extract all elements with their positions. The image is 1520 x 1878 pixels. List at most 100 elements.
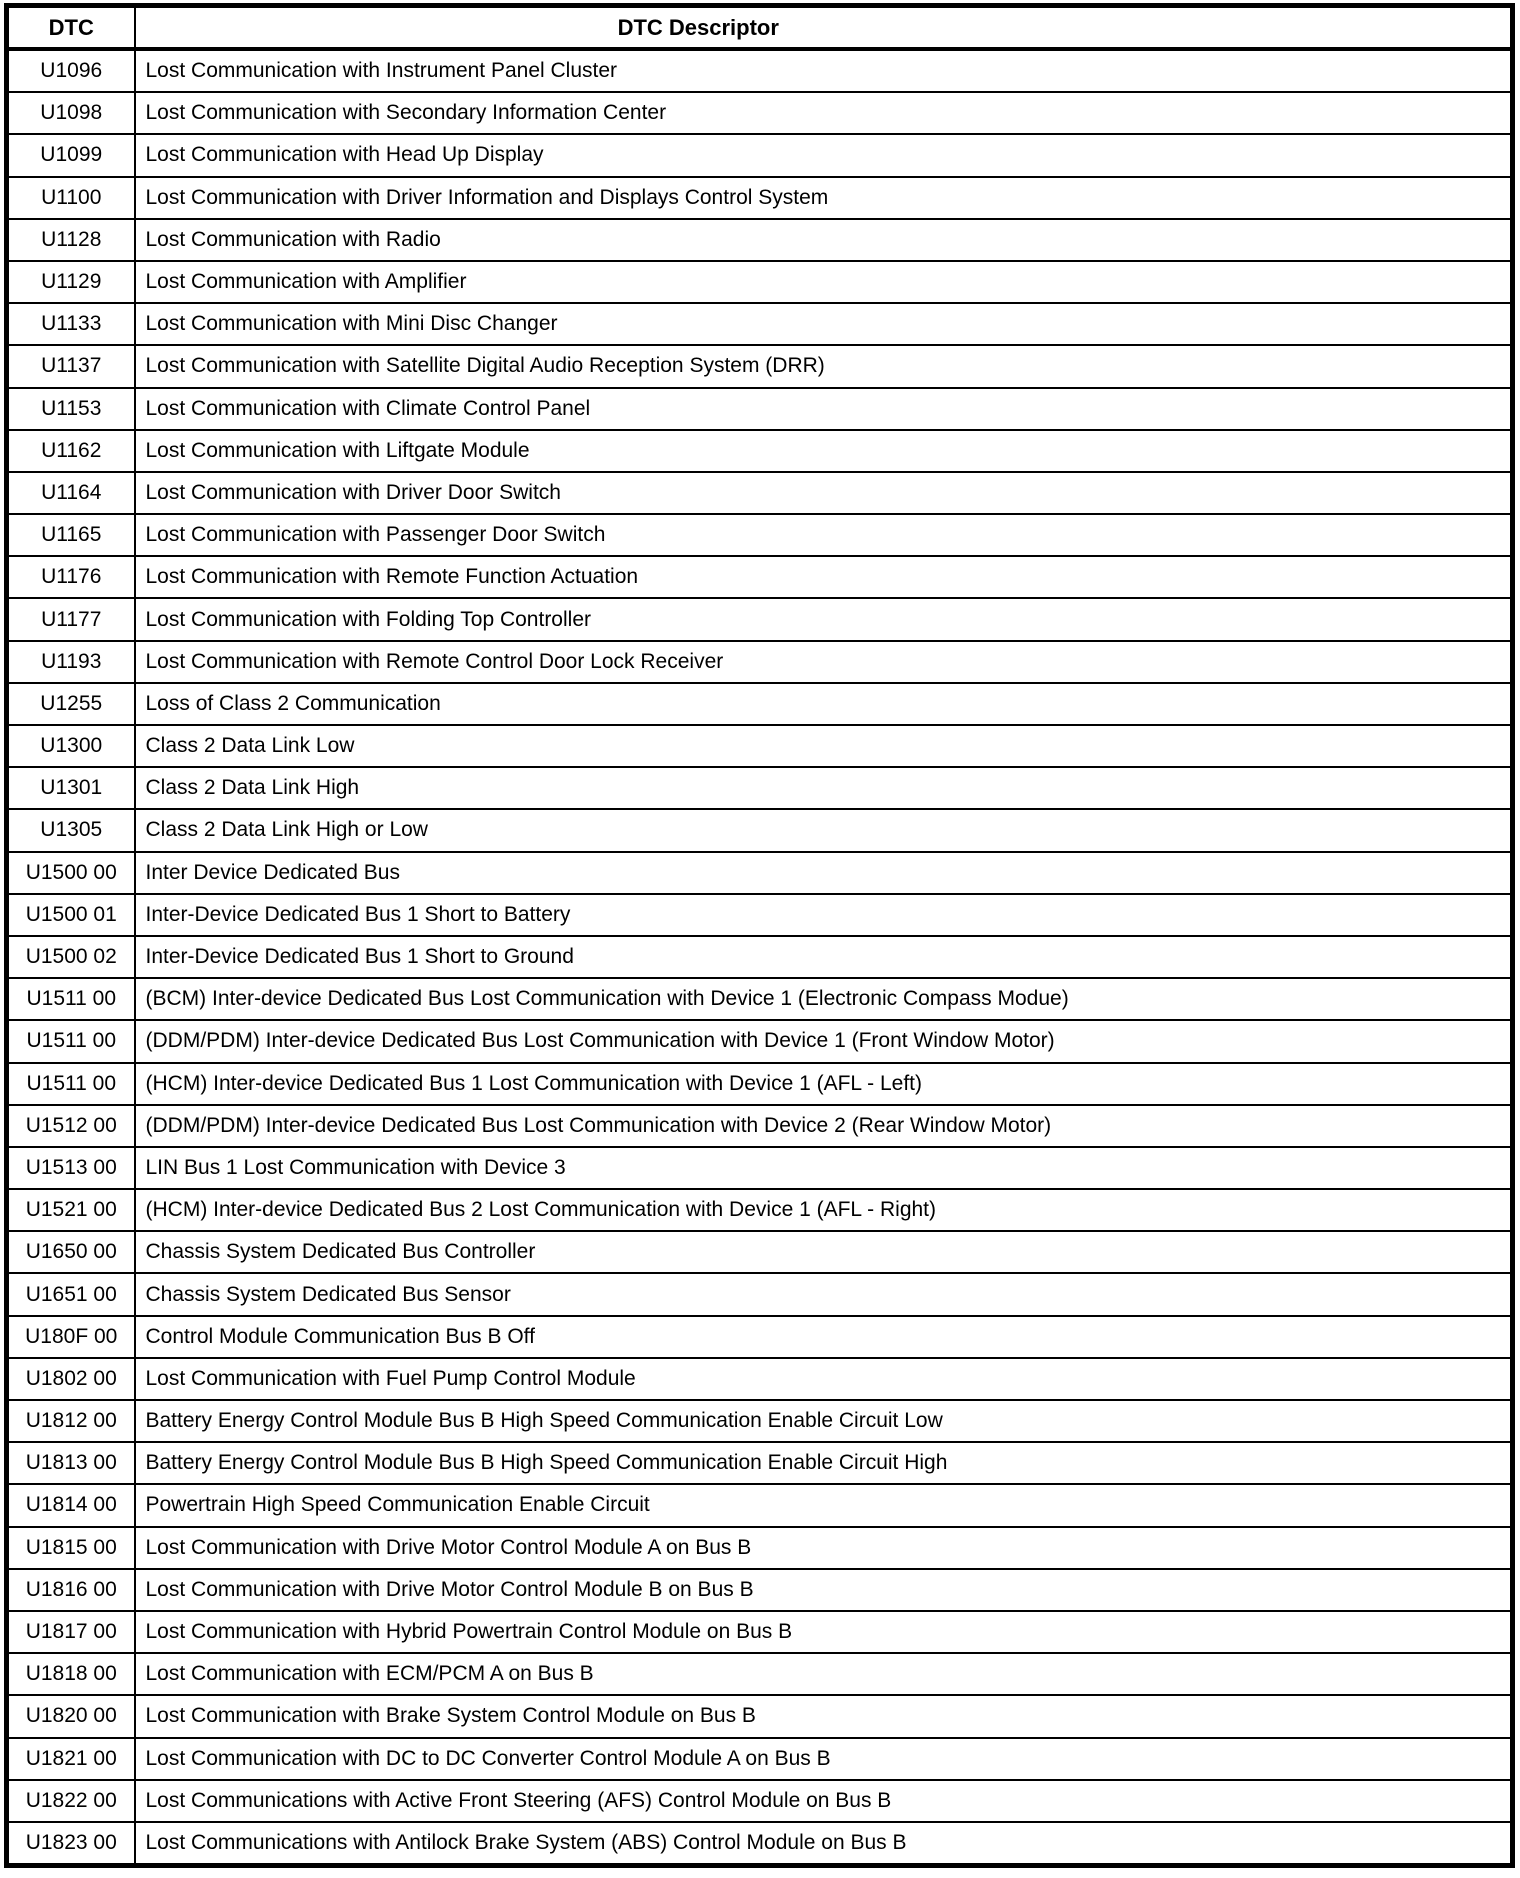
- dtc-code-cell: U1500 01: [5, 892, 136, 937]
- dtc-descriptor-cell: Lost Communication with Hybrid Powertrai…: [133, 1609, 1514, 1655]
- dtc-code-cell: U1816 00: [5, 1567, 136, 1612]
- dtc-column-header: DTC: [5, 4, 136, 51]
- table-row: U1193 Lost Communication with Remote Cont…: [5, 639, 1514, 684]
- dtc-descriptor-cell: Lost Communication with Remote Function …: [133, 555, 1514, 600]
- dtc-code-cell: U1818 00: [5, 1652, 136, 1697]
- dtc-code-cell: U1500 00: [5, 850, 136, 895]
- dtc-code-cell: U1650 00: [5, 1230, 136, 1275]
- table-row: U1651 00 Chassis System Dedicated Bus Sen…: [5, 1272, 1514, 1317]
- dtc-table: DTC DTC Descriptor U1096 Lost Communicati…: [4, 3, 1515, 1869]
- table-row: U1818 00 Lost Communication with ECM/PCM …: [5, 1652, 1514, 1697]
- table-row: U1100 Lost Communication with Driver Info…: [5, 175, 1514, 220]
- dtc-code-cell: U1096: [5, 47, 136, 94]
- table-row: U1129 Lost Communication with Amplifier: [5, 259, 1514, 305]
- table-row: U1812 00 Battery Energy Control Module Bu…: [5, 1398, 1514, 1444]
- dtc-code-cell: U1511 00: [5, 977, 136, 1022]
- table-row: U1511 00 (DDM/PDM) Inter-device Dedicated…: [5, 1019, 1514, 1064]
- dtc-descriptor-cell: (DDM/PDM) Inter-device Dedicated Bus Los…: [133, 1103, 1514, 1148]
- dtc-code-cell: U1512 00: [5, 1103, 136, 1148]
- dtc-code-cell: U1162: [5, 428, 136, 473]
- dtc-descriptor-cell: Chassis System Dedicated Bus Controller: [133, 1230, 1514, 1275]
- table-row: U1300 Class 2 Data Link Low: [5, 723, 1514, 769]
- dtc-descriptor-column-header: DTC Descriptor: [133, 4, 1514, 51]
- dtc-code-cell: U1100: [5, 175, 136, 220]
- dtc-code-cell: U1153: [5, 386, 136, 431]
- table-row: U1255 Loss of Class 2 Communication: [5, 681, 1514, 727]
- dtc-descriptor-cell: Class 2 Data Link Low: [133, 723, 1514, 769]
- dtc-code-cell: U1822 00: [5, 1778, 136, 1823]
- dtc-code-cell: U1099: [5, 133, 136, 178]
- dtc-descriptor-cell: (HCM) Inter-device Dedicated Bus 2 Lost …: [133, 1188, 1514, 1233]
- dtc-descriptor-cell: Lost Communication with Mini Disc Change…: [133, 302, 1514, 347]
- table-row: U1512 00 (DDM/PDM) Inter-device Dedicated…: [5, 1103, 1514, 1148]
- dtc-descriptor-cell: (HCM) Inter-device Dedicated Bus 1 Lost …: [133, 1061, 1514, 1106]
- dtc-descriptor-cell: Lost Communication with Secondary Inform…: [133, 91, 1514, 136]
- table-row: U1500 00 Inter Device Dedicated Bus: [5, 850, 1514, 895]
- dtc-descriptor-cell: Class 2 Data Link High or Low: [133, 808, 1514, 853]
- dtc-descriptor-cell: Loss of Class 2 Communication: [133, 681, 1514, 727]
- dtc-code-cell: U1521 00: [5, 1188, 136, 1233]
- table-row: U1098 Lost Communication with Secondary I…: [5, 91, 1514, 136]
- dtc-code-cell: U1802 00: [5, 1356, 136, 1402]
- dtc-descriptor-cell: Inter-Device Dedicated Bus 1 Short to Gr…: [133, 934, 1514, 980]
- table-row: U1815 00 Lost Communication with Drive Mo…: [5, 1525, 1514, 1570]
- dtc-descriptor-cell: Control Module Communication Bus B Off: [133, 1314, 1514, 1359]
- dtc-code-cell: U1177: [5, 597, 136, 642]
- dtc-code-cell: U1193: [5, 639, 136, 684]
- header-row: DTC DTC Descriptor: [5, 4, 1514, 51]
- dtc-code-cell: U1255: [5, 681, 136, 727]
- table-row: U1814 00 Powertrain High Speed Communicat…: [5, 1483, 1514, 1528]
- dtc-descriptor-cell: Lost Communication with ECM/PCM A on Bus…: [133, 1652, 1514, 1697]
- dtc-code-cell: U1513 00: [5, 1145, 136, 1191]
- dtc-descriptor-cell: Lost Communication with Drive Motor Cont…: [133, 1525, 1514, 1570]
- table-row: U1500 02 Inter-Device Dedicated Bus 1 Sho…: [5, 934, 1514, 980]
- table-row: U1816 00 Lost Communication with Drive Mo…: [5, 1567, 1514, 1612]
- dtc-descriptor-cell: Lost Communication with Fuel Pump Contro…: [133, 1356, 1514, 1402]
- dtc-descriptor-cell: Lost Communication with Liftgate Module: [133, 428, 1514, 473]
- table-row: U1500 01 Inter-Device Dedicated Bus 1 Sho…: [5, 892, 1514, 937]
- dtc-descriptor-cell: Lost Communication with Head Up Display: [133, 133, 1514, 178]
- dtc-descriptor-cell: Lost Communication with Drive Motor Cont…: [133, 1567, 1514, 1612]
- dtc-code-cell: U1817 00: [5, 1609, 136, 1655]
- table-row: U1162 Lost Communication with Liftgate Mo…: [5, 428, 1514, 473]
- table-row: U1177 Lost Communication with Folding Top…: [5, 597, 1514, 642]
- dtc-code-cell: U1511 00: [5, 1061, 136, 1106]
- dtc-code-cell: U1300: [5, 723, 136, 769]
- dtc-code-cell: U180F 00: [5, 1314, 136, 1359]
- dtc-descriptor-cell: Battery Energy Control Module Bus B High…: [133, 1398, 1514, 1444]
- dtc-descriptor-cell: Lost Communication with Driver Informati…: [133, 175, 1514, 220]
- dtc-code-cell: U1812 00: [5, 1398, 136, 1444]
- dtc-code-cell: U1301: [5, 766, 136, 811]
- dtc-descriptor-cell: Lost Communication with Radio: [133, 217, 1514, 262]
- dtc-table-body: U1096 Lost Communication with Instrument …: [5, 47, 1514, 1867]
- table-row: U1820 00 Lost Communication with Brake Sy…: [5, 1694, 1514, 1739]
- dtc-descriptor-cell: Lost Communications with Antilock Brake …: [133, 1820, 1514, 1867]
- dtc-descriptor-cell: Battery Energy Control Module Bus B High…: [133, 1441, 1514, 1486]
- dtc-code-cell: U1305: [5, 808, 136, 853]
- dtc-descriptor-cell: (BCM) Inter-device Dedicated Bus Lost Co…: [133, 977, 1514, 1022]
- table-row: U1823 00 Lost Communications with Antiloc…: [5, 1820, 1514, 1867]
- dtc-descriptor-cell: LIN Bus 1 Lost Communication with Device…: [133, 1145, 1514, 1191]
- dtc-code-cell: U1814 00: [5, 1483, 136, 1528]
- dtc-code-cell: U1813 00: [5, 1441, 136, 1486]
- dtc-descriptor-cell: Lost Communication with Amplifier: [133, 259, 1514, 305]
- dtc-descriptor-cell: Inter Device Dedicated Bus: [133, 850, 1514, 895]
- table-row: U180F 00 Control Module Communication Bus…: [5, 1314, 1514, 1359]
- dtc-descriptor-cell: Lost Communication with Driver Door Swit…: [133, 470, 1514, 516]
- dtc-code-cell: U1815 00: [5, 1525, 136, 1570]
- table-row: U1817 00 Lost Communication with Hybrid P…: [5, 1609, 1514, 1655]
- table-row: U1176 Lost Communication with Remote Func…: [5, 555, 1514, 600]
- table-row: U1164 Lost Communication with Driver Door…: [5, 470, 1514, 516]
- dtc-code-cell: U1176: [5, 555, 136, 600]
- dtc-descriptor-cell: Lost Communication with Folding Top Cont…: [133, 597, 1514, 642]
- dtc-code-cell: U1165: [5, 513, 136, 558]
- table-row: U1650 00 Chassis System Dedicated Bus Con…: [5, 1230, 1514, 1275]
- table-row: U1301 Class 2 Data Link High: [5, 766, 1514, 811]
- dtc-code-cell: U1133: [5, 302, 136, 347]
- table-row: U1305 Class 2 Data Link High or Low: [5, 808, 1514, 853]
- table-row: U1096 Lost Communication with Instrument …: [5, 47, 1514, 94]
- table-row: U1813 00 Battery Energy Control Module Bu…: [5, 1441, 1514, 1486]
- dtc-descriptor-cell: (DDM/PDM) Inter-device Dedicated Bus Los…: [133, 1019, 1514, 1064]
- dtc-descriptor-cell: Lost Communication with Brake System Con…: [133, 1694, 1514, 1739]
- dtc-descriptor-cell: Powertrain High Speed Communication Enab…: [133, 1483, 1514, 1528]
